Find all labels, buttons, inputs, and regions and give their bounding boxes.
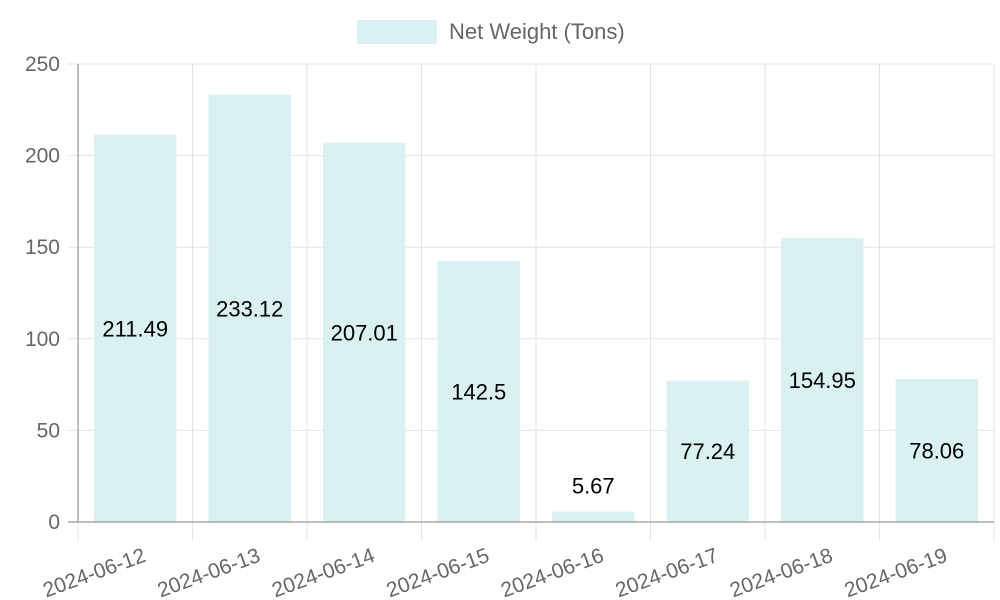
bar-2024-06-18[interactable] bbox=[781, 238, 864, 523]
x-tick-label: 2024-06-13 bbox=[155, 544, 264, 600]
y-tick-labels: 0 50 100 150 200 250 bbox=[25, 53, 60, 534]
bar-2024-06-15[interactable] bbox=[437, 260, 520, 522]
y-tick-label: 0 bbox=[48, 511, 60, 534]
data-label: 78.06 bbox=[909, 438, 964, 463]
data-label: 5.67 bbox=[572, 474, 615, 499]
y-tick-label: 250 bbox=[25, 53, 60, 76]
x-tick-labels: 2024-06-12 2024-06-13 2024-06-14 2024-06-15… bbox=[40, 544, 950, 600]
bar-2024-06-17[interactable] bbox=[666, 380, 749, 522]
data-label: 77.24 bbox=[680, 439, 735, 464]
data-label: 207.01 bbox=[331, 320, 398, 345]
legend[interactable]: Net Weight (Tons) bbox=[357, 19, 625, 44]
bar-2024-06-16[interactable] bbox=[552, 511, 635, 522]
data-label: 233.12 bbox=[216, 296, 283, 321]
data-label: 142.5 bbox=[451, 379, 506, 404]
legend-label: Net Weight (Tons) bbox=[449, 19, 625, 44]
x-tick-label: 2024-06-19 bbox=[842, 544, 951, 600]
bar-2024-06-14[interactable] bbox=[323, 142, 406, 522]
x-tick-label: 2024-06-15 bbox=[384, 544, 493, 600]
y-tick-label: 100 bbox=[25, 328, 60, 351]
bars bbox=[94, 94, 978, 523]
legend-swatch bbox=[357, 20, 437, 44]
data-labels: 211.49 233.12 207.01 142.5 5.67 77.24 154.95 78… bbox=[102, 296, 964, 498]
bar-2024-06-13[interactable] bbox=[208, 94, 291, 522]
y-tick-label: 200 bbox=[25, 145, 60, 168]
x-tick-label: 2024-06-14 bbox=[269, 544, 378, 600]
y-tick-label: 50 bbox=[37, 419, 60, 442]
y-tick-label: 150 bbox=[25, 236, 60, 259]
x-tick-label: 2024-06-12 bbox=[40, 544, 149, 600]
x-tick-label: 2024-06-17 bbox=[613, 544, 722, 600]
bar-2024-06-12[interactable] bbox=[94, 134, 177, 522]
axes bbox=[68, 64, 994, 523]
data-label: 211.49 bbox=[102, 316, 168, 341]
bar-2024-06-19[interactable] bbox=[895, 378, 978, 522]
x-tick-label: 2024-06-16 bbox=[498, 544, 607, 600]
data-label: 154.95 bbox=[789, 368, 856, 393]
x-tick-label: 2024-06-18 bbox=[727, 544, 836, 600]
